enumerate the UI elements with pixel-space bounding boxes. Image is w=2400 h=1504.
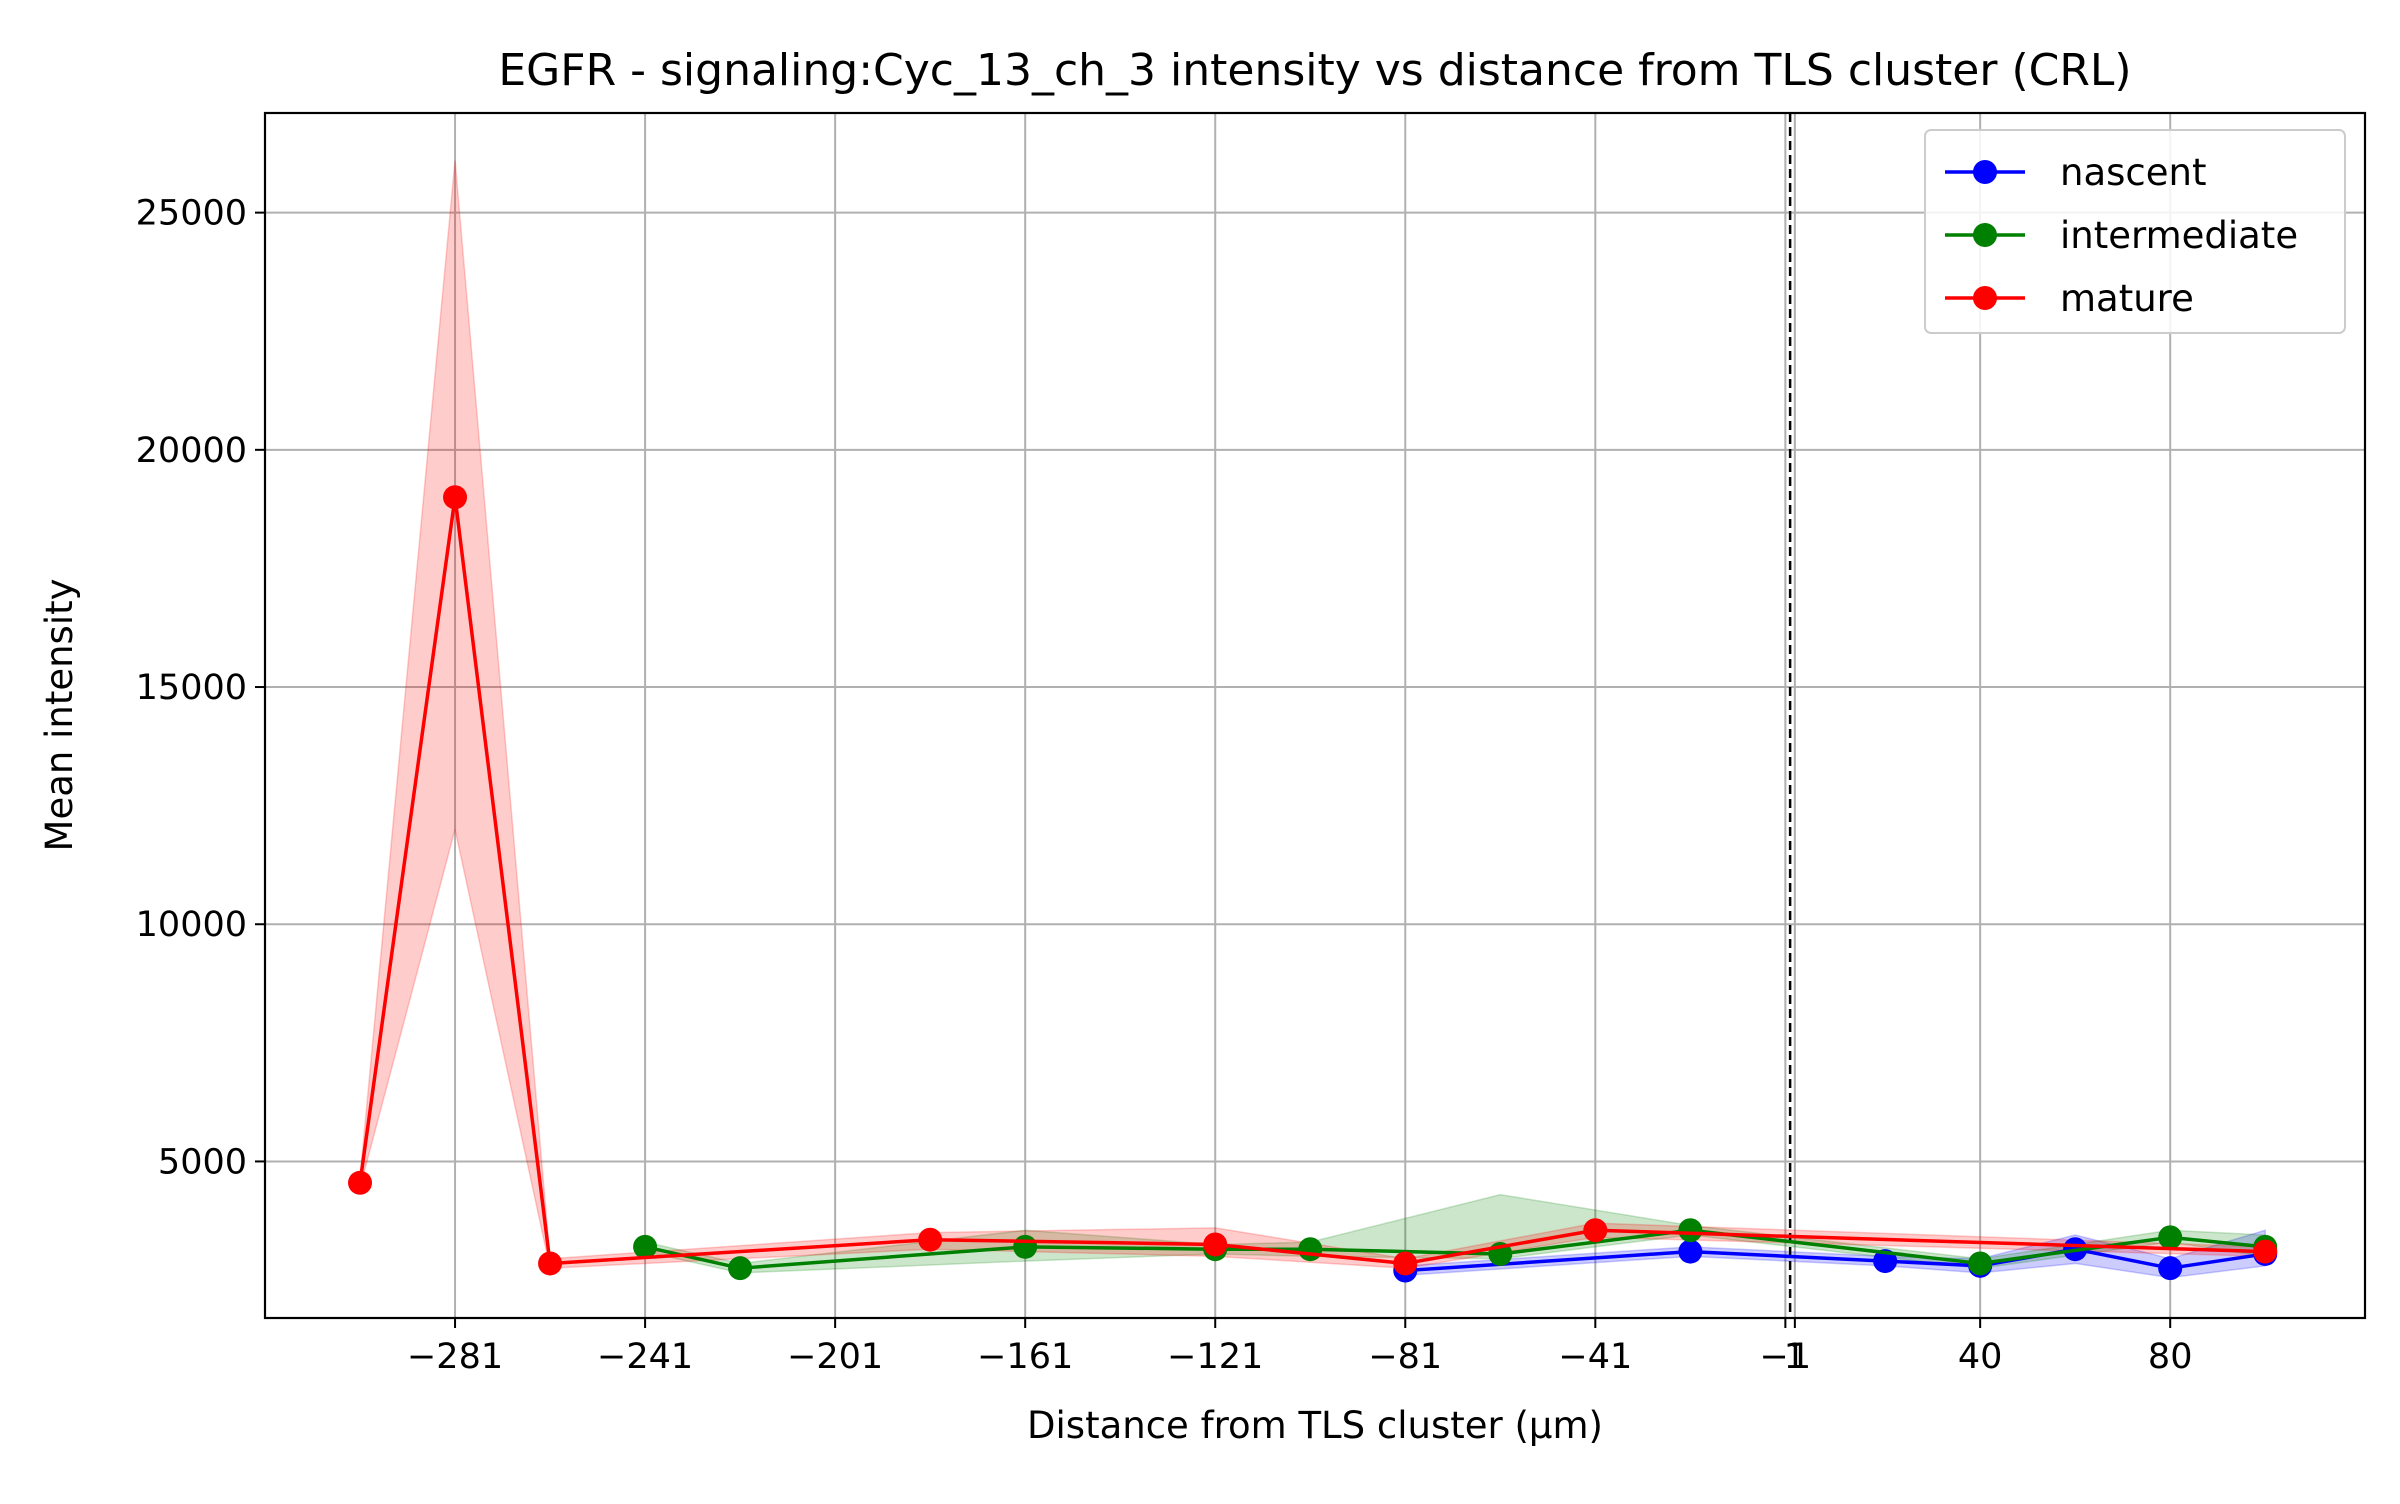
x-axis-title: Distance from TLS cluster (μm) bbox=[1027, 1404, 1603, 1447]
x-axis: −281 −241 −201 −161 −121 −81 −41 −11 40 80 bbox=[407, 1318, 2193, 1377]
point-mature bbox=[2253, 1239, 2278, 1264]
legend-marker-intermediate bbox=[1973, 223, 1997, 247]
point-mature bbox=[1583, 1218, 1608, 1243]
point-mature bbox=[1203, 1232, 1228, 1257]
point-mature bbox=[918, 1227, 943, 1252]
x-tick-label: 1 bbox=[1784, 1337, 1806, 1377]
x-tick-label: −81 bbox=[1368, 1337, 1442, 1377]
point-nascent bbox=[1678, 1239, 1703, 1264]
point-mature bbox=[443, 485, 468, 510]
point-intermediate bbox=[633, 1234, 658, 1259]
x-tick-label: −241 bbox=[597, 1337, 693, 1377]
x-tick-label: −41 bbox=[1558, 1337, 1632, 1377]
point-intermediate bbox=[1968, 1251, 1993, 1276]
point-nascent bbox=[2158, 1256, 2183, 1281]
y-tick-label: 10000 bbox=[136, 905, 247, 945]
point-intermediate bbox=[1298, 1237, 1323, 1262]
series-lines bbox=[348, 485, 2278, 1283]
point-intermediate bbox=[2158, 1225, 2183, 1250]
plot-frame bbox=[263, 111, 2367, 1320]
y-axis-title: Mean intensity bbox=[38, 579, 81, 852]
point-intermediate bbox=[728, 1256, 753, 1281]
band-intermediate bbox=[644, 1193, 2266, 1274]
y-axis: 5000 10000 15000 20000 25000 bbox=[136, 194, 265, 1182]
point-nascent bbox=[1873, 1249, 1898, 1274]
x-tick-label: −1 bbox=[1760, 1337, 1812, 1377]
y-tick-label: 25000 bbox=[136, 194, 247, 234]
point-intermediate bbox=[1678, 1218, 1703, 1243]
legend-label-mature: mature bbox=[2060, 277, 2194, 320]
x-tick-label: −121 bbox=[1167, 1337, 1263, 1377]
legend-label-nascent: nascent bbox=[2060, 151, 2206, 194]
x-tick-label: 40 bbox=[1958, 1337, 2003, 1377]
point-mature bbox=[348, 1170, 373, 1195]
legend-marker-nascent bbox=[1973, 160, 1997, 184]
legend-label-intermediate: intermediate bbox=[2060, 214, 2298, 257]
y-tick-label: 20000 bbox=[136, 431, 247, 471]
y-tick-label: 5000 bbox=[158, 1142, 247, 1182]
line-mature bbox=[358, 495, 2266, 1266]
point-mature bbox=[538, 1251, 563, 1276]
chart-title: EGFR - signaling:Cyc_13_ch_3 intensity v… bbox=[498, 45, 2131, 96]
x-tick-label: −161 bbox=[977, 1337, 1073, 1377]
x-tick-label: −201 bbox=[787, 1337, 883, 1377]
legend-box bbox=[1924, 129, 2346, 334]
x-tick-label: 80 bbox=[2148, 1337, 2193, 1377]
legend-marker-mature bbox=[1973, 286, 1997, 310]
point-mature bbox=[1393, 1251, 1418, 1276]
point-intermediate bbox=[1013, 1234, 1038, 1259]
x-tick-label: −281 bbox=[407, 1337, 503, 1377]
legend: nascent intermediate mature bbox=[1924, 129, 2346, 334]
y-tick-label: 15000 bbox=[136, 668, 247, 708]
